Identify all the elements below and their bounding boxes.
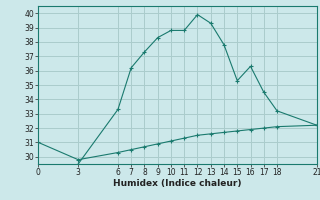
X-axis label: Humidex (Indice chaleur): Humidex (Indice chaleur) xyxy=(113,179,242,188)
